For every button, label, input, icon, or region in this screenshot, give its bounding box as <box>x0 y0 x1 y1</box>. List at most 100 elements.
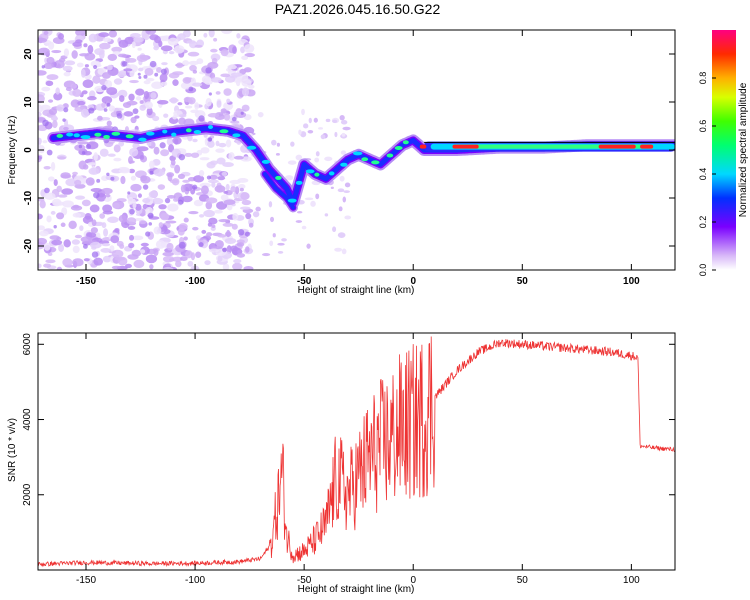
heatmap-noise-blob <box>38 37 48 43</box>
heatmap-noise-blob <box>241 55 249 61</box>
heatmap-noise-blob <box>87 162 97 166</box>
heatmap-noise-blob <box>222 162 234 168</box>
heatmap-noise-blob <box>86 232 97 238</box>
top-x-tick-label: -150 <box>76 276 96 287</box>
heatmap-noise-blob <box>83 258 90 262</box>
colorbar-gradient <box>712 30 736 270</box>
heatmap-noise-blob <box>101 84 107 91</box>
heatmap-noise-blob <box>236 242 245 247</box>
heatmap-noise-blob <box>60 172 71 179</box>
heatmap-noise-blob <box>38 104 44 113</box>
heatmap-noise-blob <box>151 197 164 205</box>
heatmap-noise-blob <box>126 217 137 225</box>
heatmap-noise-blob <box>200 147 210 154</box>
heatmap-noise-blob <box>43 192 56 200</box>
heatmap-noise-blob <box>53 92 63 101</box>
heatmap-noise-blob <box>72 171 78 176</box>
heatmap-noise-blob <box>45 80 54 87</box>
heatmap-noise-blob <box>90 187 103 193</box>
heatmap-ridge-peak <box>138 137 147 142</box>
heatmap-noise-blob <box>175 62 184 69</box>
heatmap-noise-blob <box>77 100 86 106</box>
heatmap-noise-blob <box>290 141 295 147</box>
heatmap-noise-blob <box>76 62 84 68</box>
heatmap-noise-blob <box>48 108 58 115</box>
heatmap-noise-blob <box>140 175 151 184</box>
heatmap-noise-blob <box>102 204 113 213</box>
heatmap-noise-blob <box>63 126 69 131</box>
heatmap-noise-blob <box>162 255 175 263</box>
heatmap-noise-blob <box>134 217 144 222</box>
heatmap-noise-blob <box>243 265 254 270</box>
heatmap-noise-blob <box>72 245 80 254</box>
heatmap-noise-blob <box>128 156 133 165</box>
heatmap-noise-blob <box>89 204 100 213</box>
heatmap-noise-blob <box>220 49 229 57</box>
heatmap-noise-blob <box>56 266 63 270</box>
heatmap-noise-blob <box>112 51 121 56</box>
heatmap-noise-blob <box>113 78 123 85</box>
heatmap-noise-blob <box>204 78 213 85</box>
heatmap-noise-blob <box>233 155 244 160</box>
heatmap-noise-blob <box>43 62 54 70</box>
top-x-tick-label: 0 <box>410 276 416 287</box>
heatmap-noise-blob <box>98 32 110 38</box>
heatmap-noise-blob <box>114 227 120 233</box>
heatmap-noise-blob <box>139 154 145 160</box>
heatmap-noise-blob <box>145 231 151 237</box>
heatmap-noise-blob <box>188 86 194 92</box>
heatmap-noise-blob <box>71 50 78 59</box>
heatmap-noise-blob <box>56 212 65 220</box>
heatmap-noise-blob <box>157 184 166 190</box>
heatmap-noise-blob <box>209 174 218 180</box>
heatmap-noise-blob <box>204 260 211 266</box>
heatmap-ridge-peak <box>162 129 168 134</box>
heatmap-noise-blob <box>207 179 219 184</box>
heatmap-noise-blob <box>244 231 250 237</box>
heatmap-noise-blob <box>232 262 243 270</box>
heatmap-noise-blob <box>205 98 212 107</box>
heatmap-noise-blob <box>107 64 113 71</box>
heatmap-noise-blob <box>89 241 102 249</box>
heatmap-noise-blob <box>193 199 204 207</box>
heatmap-noise-blob <box>179 256 188 261</box>
heatmap-noise-blob <box>171 256 183 262</box>
heatmap-noise-blob <box>182 179 190 183</box>
heatmap-noise-blob <box>156 66 162 73</box>
heatmap-noise-blob <box>149 264 154 270</box>
heatmap-noise-blob <box>46 215 52 223</box>
heatmap-noise-blob <box>48 99 54 103</box>
heatmap-noise-blob <box>182 60 190 67</box>
heatmap-noise-blob <box>334 247 343 252</box>
heatmap-noise-blob <box>63 107 69 113</box>
heatmap-noise-blob <box>192 69 198 74</box>
heatmap-noise-blob <box>38 213 43 220</box>
heatmap-noise-blob <box>166 137 174 146</box>
heatmap-noise-blob <box>82 79 94 88</box>
heatmap-ridge-peak <box>207 125 214 130</box>
heatmap-noise-blob <box>269 240 274 247</box>
heatmap-noise-blob <box>57 33 65 40</box>
colorbar-tick-label: 0.8 <box>698 72 708 85</box>
heatmap-noise-blob <box>217 234 227 238</box>
heatmap-noise-blob <box>68 220 77 230</box>
heatmap-noise-blob <box>218 218 230 223</box>
heatmap-noise-blob <box>151 141 156 148</box>
heatmap-noise-blob <box>127 191 131 195</box>
heatmap-noise-blob <box>108 105 116 112</box>
heatmap-noise-blob <box>315 151 320 157</box>
heatmap-noise-blob <box>140 242 149 247</box>
heatmap-noise-blob <box>301 225 307 230</box>
top-x-tick-label: -50 <box>297 276 312 287</box>
heatmap-noise-blob <box>106 120 112 127</box>
heatmap-noise-blob <box>132 108 139 115</box>
colorbar-tick-label: 0.0 <box>698 264 708 277</box>
heatmap-noise-blob <box>38 263 42 269</box>
heatmap-noise-blob <box>149 170 154 175</box>
heatmap-noise-blob <box>113 157 122 162</box>
heatmap-noise-blob <box>111 265 121 270</box>
heatmap-noise-blob <box>87 96 97 101</box>
heatmap-noise-blob <box>129 70 135 77</box>
bottom-x-tick-label: -150 <box>76 575 96 586</box>
heatmap-noise-blob <box>215 91 221 95</box>
